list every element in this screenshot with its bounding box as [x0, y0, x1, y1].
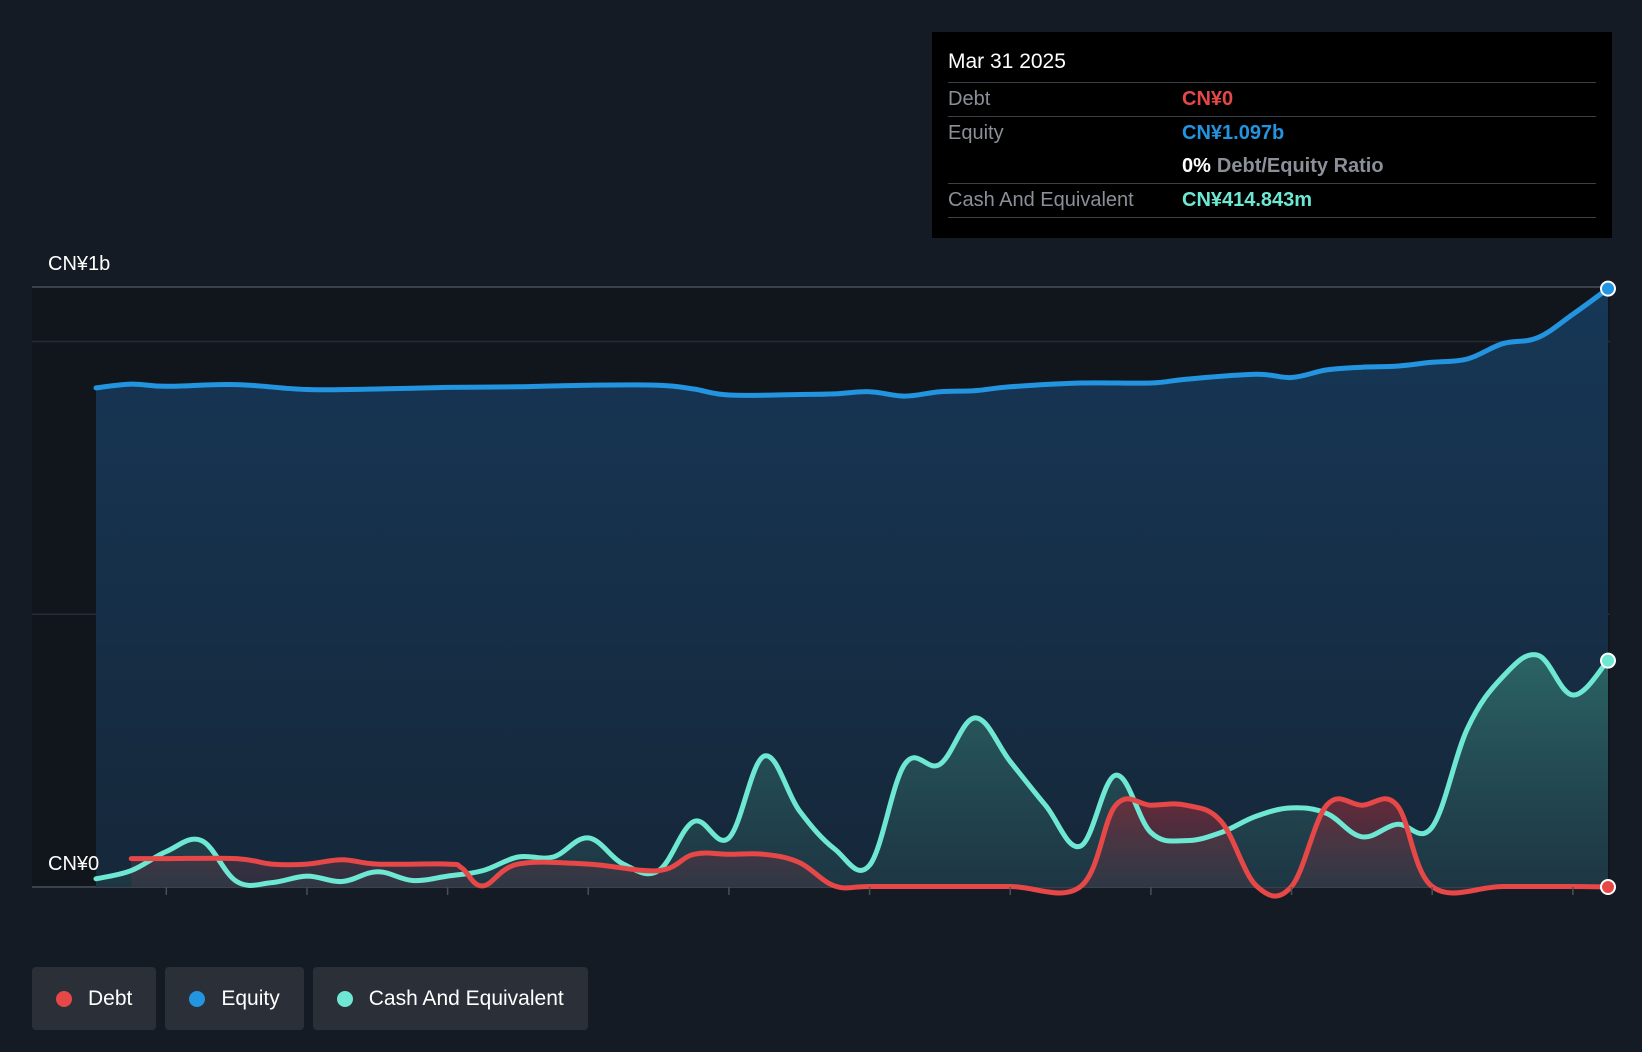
equity-end-point — [1600, 280, 1616, 297]
legend-item-equity[interactable]: Equity — [165, 967, 304, 1030]
debt-equity-chart: 2015201620172018201920202021202220232024… — [32, 253, 1616, 899]
tooltip-debt-label: Debt — [948, 88, 991, 110]
tooltip-row-cash: Cash And Equivalent CN¥414.843m — [948, 183, 1596, 218]
tooltip-panel: Mar 31 2025 Debt CN¥0 Equity CN¥1.097b 0… — [932, 32, 1612, 238]
series-lines — [93, 280, 1616, 899]
legend-item-cash[interactable]: Cash And Equivalent — [312, 967, 588, 1030]
legend-label-equity: Equity — [221, 986, 280, 1010]
debt-area — [131, 798, 1609, 897]
tooltip-row-ratio: 0% Debt/Equity Ratio — [948, 150, 1596, 183]
debt-line — [128, 796, 1611, 899]
tooltip-cash-label: Cash And Equivalent — [948, 189, 1134, 211]
equity-area — [96, 288, 1608, 888]
legend: Debt Equity Cash And Equivalent — [32, 967, 588, 1030]
tooltip-ratio-spacer — [948, 150, 1182, 183]
tooltip-equity-label: Equity — [948, 122, 1004, 144]
x-axis: 2015201620172018201920202021202220232024… — [165, 887, 1574, 895]
tooltip-debt-value: CN¥0 — [1182, 88, 1234, 110]
legend-label-debt: Debt — [88, 986, 133, 1010]
tooltip-row-debt: Debt CN¥0 — [948, 82, 1596, 116]
legend-dot-debt — [56, 990, 72, 1007]
tooltip-row-equity: Equity CN¥1.097b — [948, 116, 1596, 150]
tooltip-equity-value: CN¥1.097b — [1182, 122, 1285, 144]
debt-end-point — [1600, 879, 1616, 895]
tooltip-cash-value: CN¥414.843m — [1182, 189, 1313, 211]
tooltip-date: Mar 31 2025 — [948, 50, 1066, 73]
legend-item-debt[interactable]: Debt — [32, 967, 157, 1030]
tooltip-ratio-value: 0% — [1182, 155, 1211, 177]
cash-line — [93, 652, 1611, 888]
equity-line — [93, 286, 1611, 399]
legend-label-cash: Cash And Equivalent — [368, 986, 564, 1010]
y-axis-bottom-label: CN¥0 — [48, 853, 99, 875]
legend-dot-equity — [189, 990, 206, 1007]
legend-dot-cash — [336, 990, 353, 1007]
cash-end-point — [1600, 652, 1616, 669]
tooltip-ratio-label: Debt/Equity Ratio — [1216, 155, 1384, 177]
y-axis-top-label: CN¥1b — [48, 253, 110, 275]
